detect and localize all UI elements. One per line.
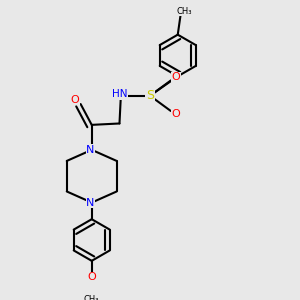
Text: CH₃: CH₃ [177,7,192,16]
Text: CH₃: CH₃ [84,295,100,300]
Text: N: N [86,198,94,208]
Text: N: N [86,145,94,155]
Text: O: O [171,109,180,119]
Text: O: O [71,95,80,105]
Text: S: S [146,89,154,102]
Text: HN: HN [112,89,127,99]
Text: O: O [87,272,96,283]
Text: O: O [171,72,180,82]
